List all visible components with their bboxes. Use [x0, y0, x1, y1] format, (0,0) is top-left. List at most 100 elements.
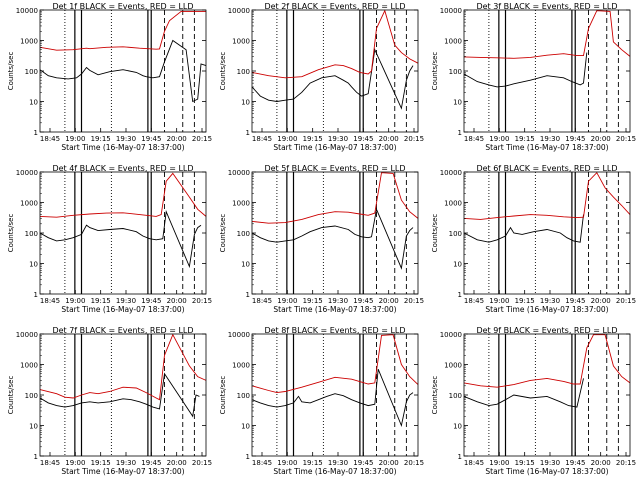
x-tick-label: 19:15 [91, 459, 111, 467]
y-tick-label: 10 [29, 261, 38, 269]
x-tick-label: 18:45 [40, 297, 60, 305]
x-axis-label: Start Time (16-May-07 18:37:00) [273, 143, 396, 152]
y-tick-label: 10 [29, 99, 38, 107]
y-tick-label: 100 [237, 68, 250, 76]
x-tick-label: 19:00 [277, 297, 297, 305]
events-series-line [39, 372, 200, 418]
panel-title: Det 5f BLACK = Events, RED = LLD [264, 164, 405, 173]
y-axis-label: Counts/sec [431, 376, 439, 415]
x-tick-label: 19:00 [65, 135, 85, 143]
y-tick-label: 1 [246, 129, 250, 137]
x-tick-label: 18:45 [464, 135, 484, 143]
x-tick-label: 20:00 [167, 135, 187, 143]
y-tick-label: 1 [246, 453, 250, 461]
x-tick-label: 18:45 [464, 297, 484, 305]
y-tick-label: 10000 [228, 7, 250, 15]
y-tick-label: 100 [25, 230, 38, 238]
x-tick-label: 19:15 [515, 135, 535, 143]
y-tick-label: 1000 [20, 38, 38, 46]
lld-series-line [463, 171, 631, 220]
x-tick-label: 20:15 [192, 459, 212, 467]
events-series-line [463, 214, 584, 243]
x-axis-label: Start Time (16-May-07 18:37:00) [273, 467, 396, 476]
events-series-line [251, 207, 414, 270]
y-tick-label: 1000 [232, 200, 250, 208]
x-tick-label: 20:15 [404, 297, 424, 305]
x-tick-label: 19:30 [328, 297, 348, 305]
x-tick-label: 19:30 [116, 135, 136, 143]
x-tick-label: 19:00 [489, 459, 509, 467]
x-tick-label: 19:30 [540, 297, 560, 305]
x-tick-label: 19:15 [515, 297, 535, 305]
x-tick-label: 19:15 [91, 297, 111, 305]
y-axis-label: Counts/sec [219, 52, 227, 91]
y-tick-label: 100 [25, 68, 38, 76]
x-tick-label: 19:45 [565, 297, 585, 305]
panel-title: Det 8f BLACK = Events, RED = LLD [264, 326, 405, 335]
y-tick-label: 10000 [228, 331, 250, 339]
y-axis-label: Counts/sec [431, 214, 439, 253]
panel-title: Det 1f BLACK = Events, RED = LLD [52, 2, 193, 11]
lld-series-line [463, 334, 631, 388]
x-axis-label: Start Time (16-May-07 18:37:00) [61, 467, 184, 476]
x-axis-label: Start Time (16-May-07 18:37:00) [485, 143, 608, 152]
y-tick-label: 10 [29, 423, 38, 431]
x-axis-label: Start Time (16-May-07 18:37:00) [61, 143, 184, 152]
panel-title: Det 6f BLACK = Events, RED = LLD [476, 164, 617, 173]
y-tick-label: 1000 [20, 200, 38, 208]
y-tick-label: 1 [34, 129, 38, 137]
y-tick-label: 10000 [16, 331, 38, 339]
panel-title: Det 9f BLACK = Events, RED = LLD [476, 326, 617, 335]
y-tick-label: 10 [453, 261, 462, 269]
x-tick-label: 20:15 [616, 297, 636, 305]
events-series-line [39, 209, 202, 269]
x-tick-label: 20:15 [404, 135, 424, 143]
x-axis-label: Start Time (16-May-07 18:37:00) [273, 305, 396, 314]
x-tick-label: 20:15 [616, 135, 636, 143]
x-tick-label: 19:00 [65, 297, 85, 305]
y-tick-label: 10 [241, 261, 250, 269]
x-tick-label: 19:00 [489, 297, 509, 305]
x-tick-label: 19:30 [328, 135, 348, 143]
y-tick-label: 100 [449, 68, 462, 76]
y-tick-label: 100 [237, 392, 250, 400]
panel-3: Det 3f BLACK = Events, RED = LLD 1 10 100 10… [431, 2, 636, 152]
y-tick-label: 100 [449, 230, 462, 238]
y-tick-label: 10000 [440, 169, 462, 177]
x-tick-label: 19:45 [353, 297, 373, 305]
y-axis-label: Counts/sec [7, 376, 15, 415]
x-tick-label: 19:00 [489, 135, 509, 143]
y-tick-label: 1 [458, 453, 462, 461]
y-tick-label: 100 [449, 392, 462, 400]
events-series-line [39, 39, 207, 103]
panel-title: Det 3f BLACK = Events, RED = LLD [476, 2, 617, 11]
x-tick-label: 19:45 [353, 135, 373, 143]
panel-7: Det 7f BLACK = Events, RED = LLD 1 10 100 10… [7, 326, 212, 476]
x-tick-label: 19:15 [303, 135, 323, 143]
y-axis-label: Counts/sec [7, 52, 15, 91]
events-series-line [463, 52, 588, 88]
x-tick-label: 19:30 [116, 297, 136, 305]
x-tick-label: 19:30 [328, 459, 348, 467]
x-tick-label: 20:00 [591, 297, 611, 305]
y-tick-label: 10 [241, 423, 250, 431]
y-tick-label: 1 [34, 453, 38, 461]
panel-8: Det 8f BLACK = Events, RED = LLD 1 10 100 10… [219, 326, 424, 476]
x-tick-label: 19:45 [353, 459, 373, 467]
x-tick-label: 18:45 [40, 135, 60, 143]
x-tick-label: 19:30 [540, 135, 560, 143]
x-tick-label: 19:00 [65, 459, 85, 467]
x-tick-label: 20:00 [591, 135, 611, 143]
x-axis-label: Start Time (16-May-07 18:37:00) [61, 305, 184, 314]
y-tick-label: 10 [241, 99, 250, 107]
y-tick-label: 10000 [228, 169, 250, 177]
y-tick-label: 10 [453, 423, 462, 431]
x-tick-label: 19:30 [116, 459, 136, 467]
lld-series-line [251, 9, 419, 79]
lld-series-line [39, 333, 207, 401]
panel-9: Det 9f BLACK = Events, RED = LLD 1 10 100 10… [431, 326, 636, 476]
x-tick-label: 20:00 [591, 459, 611, 467]
y-tick-label: 10000 [440, 331, 462, 339]
y-tick-label: 1 [458, 291, 462, 299]
